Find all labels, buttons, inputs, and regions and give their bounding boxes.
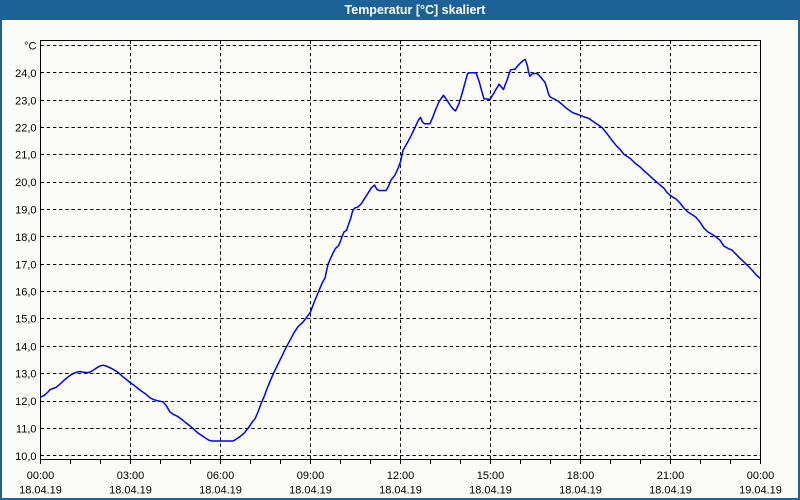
svg-text:00:00: 00:00 [27, 470, 55, 482]
svg-text:17,0: 17,0 [15, 260, 36, 272]
svg-text:06:00: 06:00 [207, 470, 235, 482]
svg-text:19,0: 19,0 [15, 205, 36, 217]
svg-text:24,0: 24,0 [15, 68, 36, 80]
svg-text:18.04.19: 18.04.19 [19, 485, 62, 497]
svg-text:18.04.19: 18.04.19 [649, 485, 692, 497]
svg-text:14,0: 14,0 [15, 341, 36, 353]
svg-text:18:00: 18:00 [567, 470, 595, 482]
svg-text:20,0: 20,0 [15, 177, 36, 189]
svg-text:21:00: 21:00 [657, 470, 685, 482]
svg-text:18.04.19: 18.04.19 [379, 485, 422, 497]
svg-text:15,0: 15,0 [15, 314, 36, 326]
svg-text:09:00: 09:00 [297, 470, 325, 482]
svg-text:19.04.19: 19.04.19 [739, 485, 782, 497]
svg-text:18,0: 18,0 [15, 232, 36, 244]
svg-text:16,0: 16,0 [15, 287, 36, 299]
svg-text:18.04.19: 18.04.19 [559, 485, 602, 497]
svg-text:18.04.19: 18.04.19 [289, 485, 332, 497]
svg-text:18.04.19: 18.04.19 [469, 485, 512, 497]
svg-text:12,0: 12,0 [15, 396, 36, 408]
svg-text:18.04.19: 18.04.19 [109, 485, 152, 497]
svg-text:11,0: 11,0 [16, 424, 37, 436]
svg-text:23,0: 23,0 [15, 96, 36, 108]
svg-text:°C: °C [24, 41, 36, 53]
svg-text:15:00: 15:00 [477, 470, 505, 482]
svg-text:13,0: 13,0 [15, 369, 36, 381]
svg-text:10,0: 10,0 [15, 451, 36, 463]
svg-text:21,0: 21,0 [15, 150, 36, 162]
svg-text:18.04.19: 18.04.19 [199, 485, 242, 497]
svg-text:00:00: 00:00 [747, 470, 775, 482]
svg-text:12:00: 12:00 [387, 470, 415, 482]
svg-text:22,0: 22,0 [15, 123, 36, 135]
svg-text:03:00: 03:00 [117, 470, 145, 482]
